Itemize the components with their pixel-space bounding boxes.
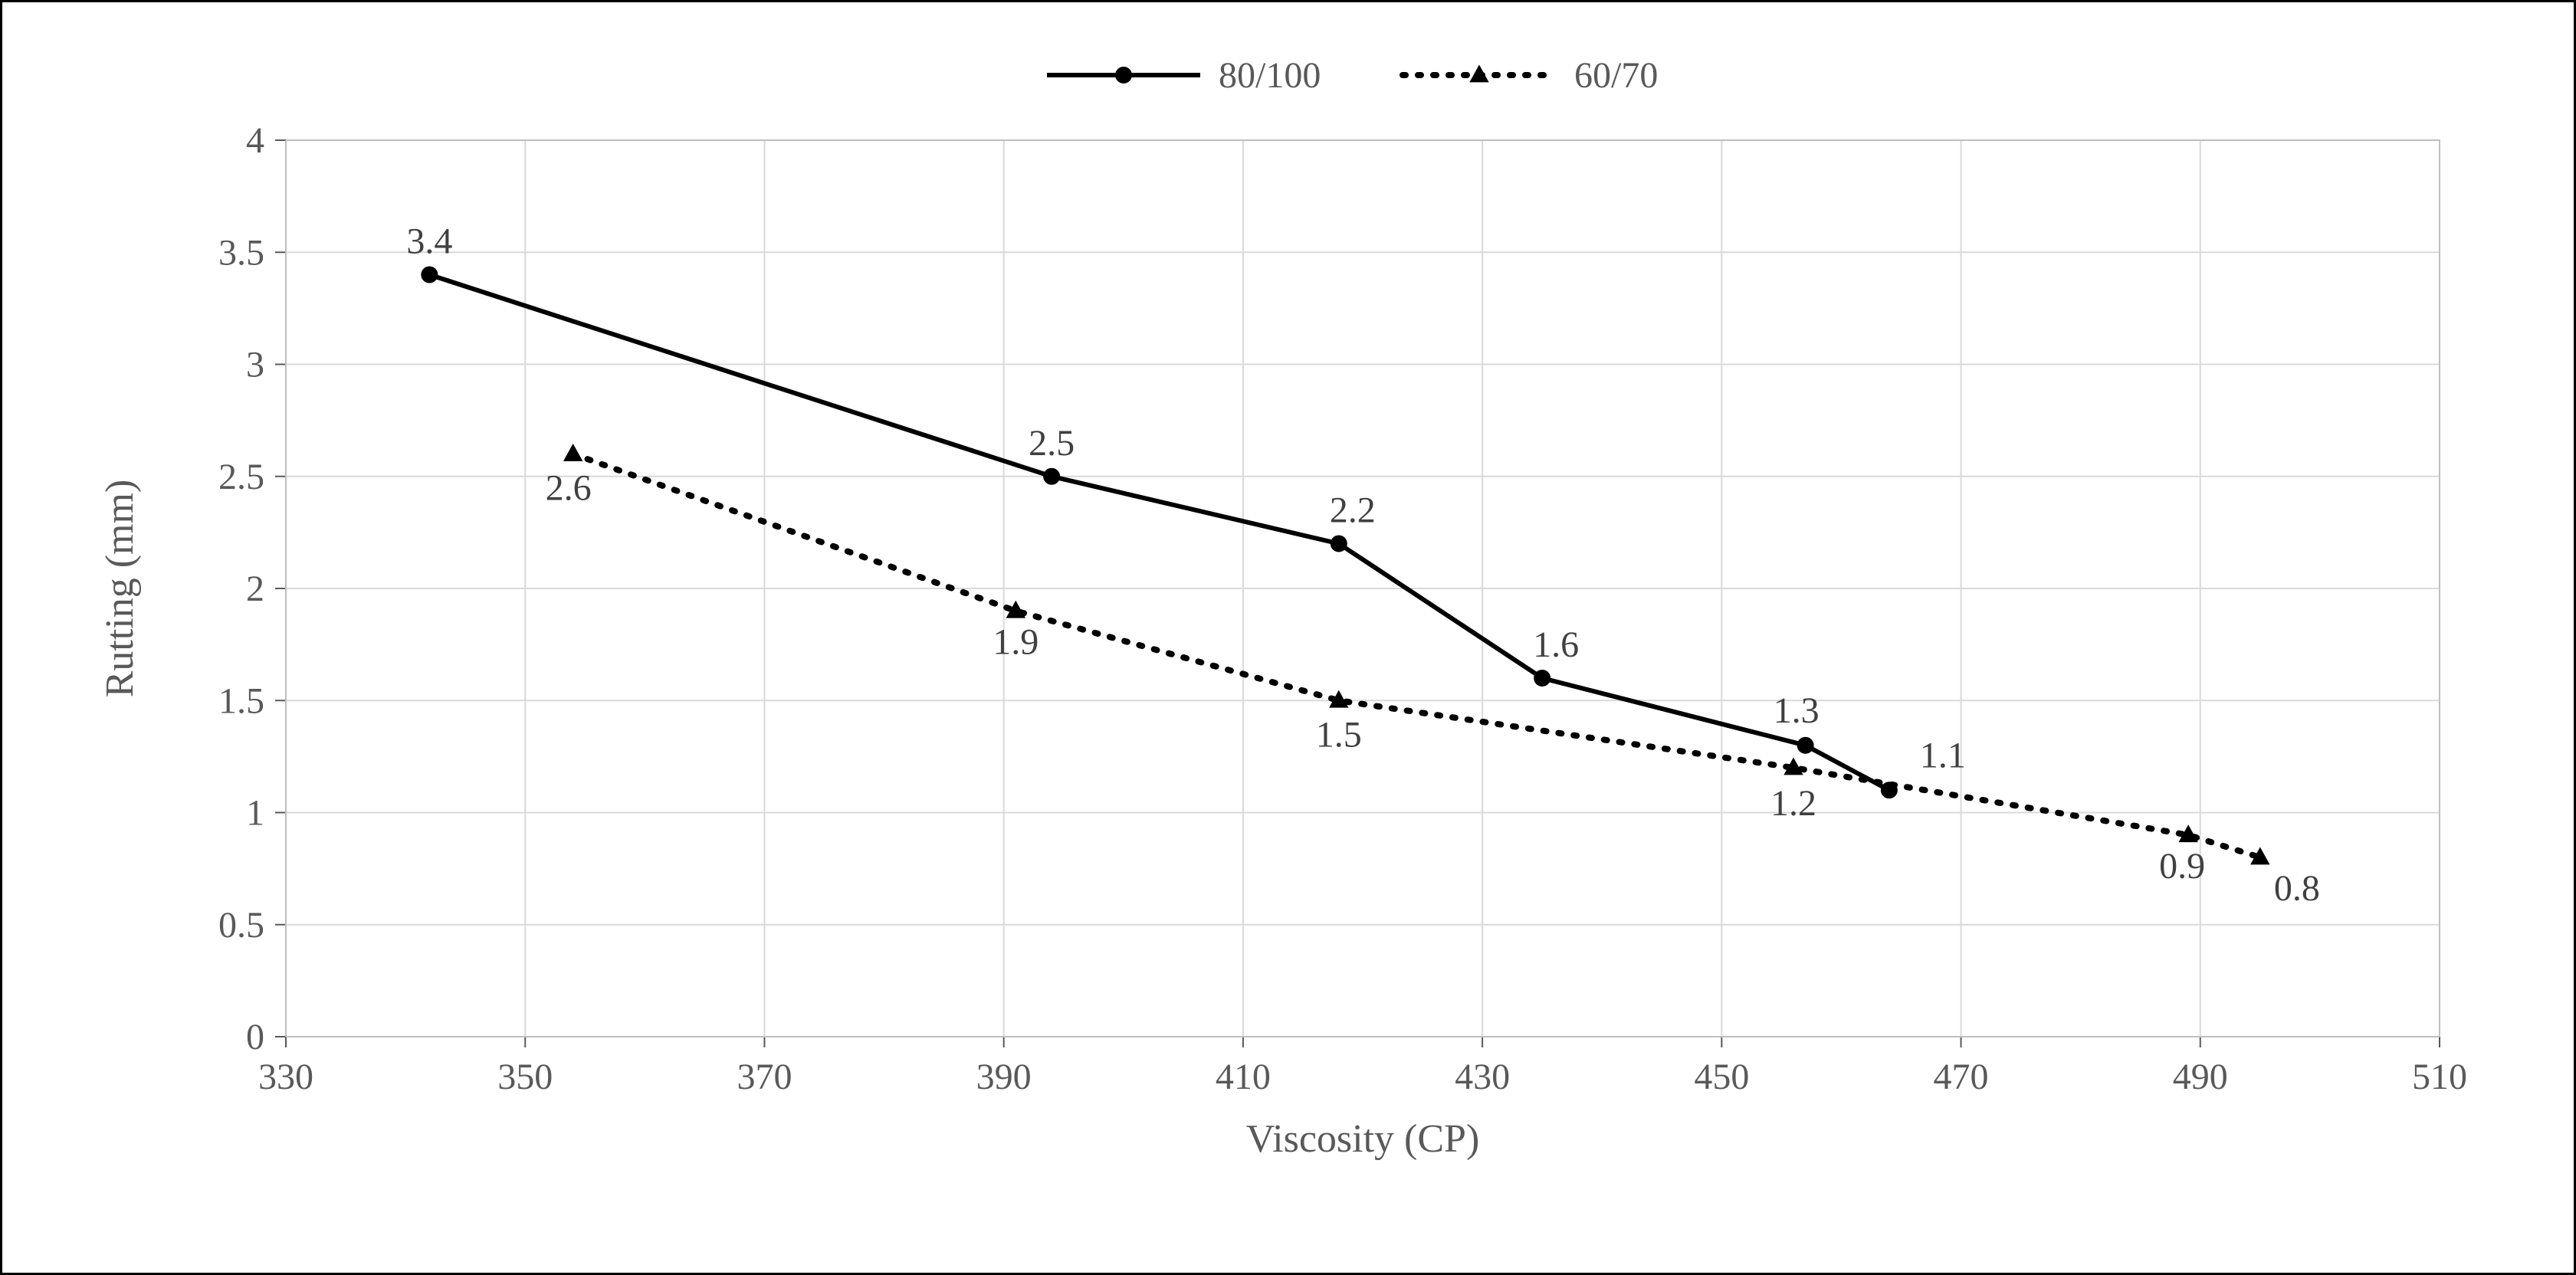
line-chart: 330 350 370 390 410 430 450 470 490 510 0 0.5 1 1.5 2 2… <box>2 2 2574 1273</box>
x-tick-label: 510 <box>2412 1057 2467 1097</box>
data-label: 1.5 <box>1316 714 1362 755</box>
y-tick-label: 4 <box>246 120 264 161</box>
data-label: 1.2 <box>1770 783 1816 824</box>
x-tick-label: 470 <box>1934 1057 1989 1097</box>
x-tick-label: 490 <box>2173 1057 2228 1097</box>
x-tick-label: 330 <box>258 1057 313 1097</box>
data-label: 1.3 <box>1774 690 1820 731</box>
data-label: 0.8 <box>2274 868 2320 909</box>
x-axis-title: Viscosity (CP) <box>1246 1117 1480 1161</box>
chart-container: 330 350 370 390 410 430 450 470 490 510 0 0.5 1 1.5 2 2… <box>0 0 2576 1275</box>
y-tick-label: 2 <box>246 569 264 609</box>
y-tick-label: 1 <box>246 793 264 834</box>
y-tick-label: 0 <box>246 1017 264 1057</box>
data-label: 2.6 <box>546 468 592 509</box>
data-label: 1.9 <box>993 621 1039 662</box>
x-tick-label: 390 <box>976 1057 1032 1097</box>
x-tick-label: 430 <box>1455 1057 1510 1097</box>
data-label: 2.5 <box>1029 423 1075 464</box>
y-tick-label: 2.5 <box>218 457 264 497</box>
legend-label: 60/70 <box>1574 55 1658 96</box>
data-label: 1.1 <box>1920 735 1966 775</box>
x-tick-label: 410 <box>1216 1057 1271 1097</box>
y-axis-title: Rutting (mm) <box>98 480 142 698</box>
x-tick-label: 450 <box>1694 1057 1749 1097</box>
data-label: 0.9 <box>2159 846 2205 887</box>
y-tick-label: 3.5 <box>218 232 264 273</box>
x-tick-label: 370 <box>737 1057 792 1097</box>
legend-label: 80/100 <box>1219 55 1321 96</box>
data-label: 2.2 <box>1330 490 1376 531</box>
data-label: 3.4 <box>406 221 452 262</box>
y-tick-label: 3 <box>246 345 264 385</box>
y-tick-label: 0.5 <box>218 905 264 946</box>
y-tick-label: 1.5 <box>218 680 264 721</box>
data-label: 1.6 <box>1533 624 1579 665</box>
x-tick-label: 350 <box>497 1057 553 1097</box>
